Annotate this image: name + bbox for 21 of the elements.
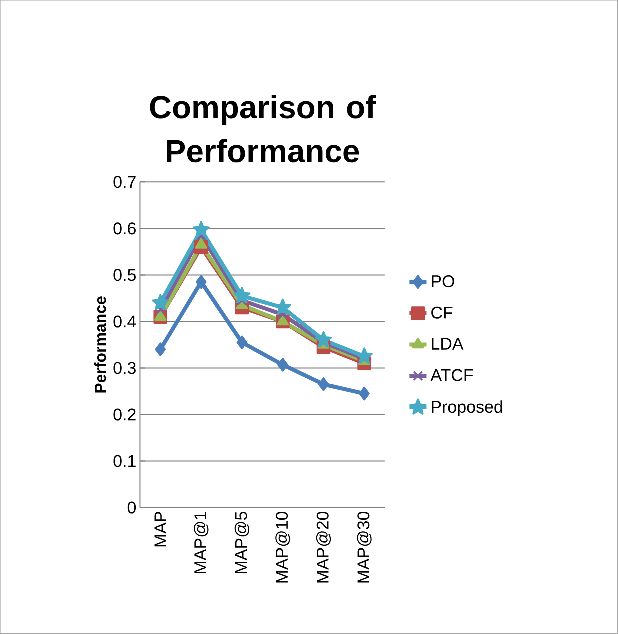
x-tick-label: MAP@1 — [194, 512, 209, 574]
legend-label: LDA — [432, 338, 464, 350]
legend-label: PO — [432, 275, 454, 288]
x-tick-label: MAP@10 — [276, 512, 290, 583]
y-axis-title: Performance — [94, 296, 106, 393]
x-tick-label: MAP — [154, 512, 166, 547]
x-tick-label: MAP@30 — [357, 512, 372, 583]
x-tick-label: MAP@5 — [234, 512, 250, 574]
x-tick-label: MAP@20 — [316, 512, 332, 583]
y-tick-label: 0.4 — [114, 316, 136, 328]
chart-title: Comparison of Performance — [150, 95, 376, 163]
y-tick-label: 0.1 — [114, 455, 136, 468]
y-tick-label: 0.5 — [114, 269, 136, 282]
legend-label: CF — [432, 306, 453, 319]
y-tick-label: 0.2 — [114, 408, 136, 421]
y-tick-label: 0.7 — [114, 176, 136, 188]
y-tick-label: 0.3 — [114, 362, 136, 374]
y-tick-label: 0 — [128, 502, 136, 514]
legend-label: ATCF — [430, 369, 474, 382]
y-tick-label: 0.6 — [114, 222, 136, 235]
legend-label: Proposed — [432, 400, 502, 416]
